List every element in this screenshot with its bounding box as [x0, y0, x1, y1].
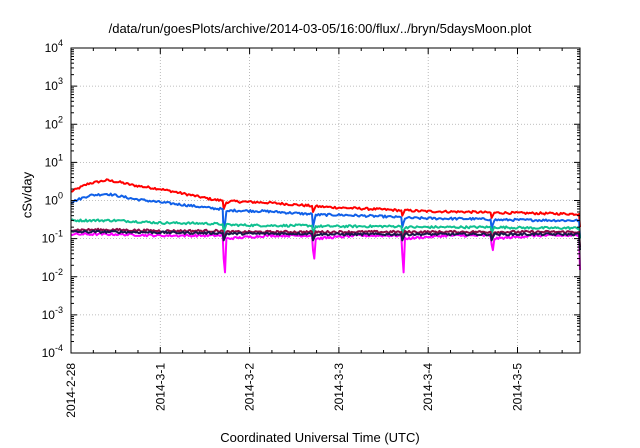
- x-tick-label: 2014-3-1: [153, 363, 167, 411]
- series-line: [70, 218, 581, 239]
- y-axis: 10-4 10-3 10-2 10-1 100 101 102 103 104: [42, 38, 580, 360]
- series-line: [70, 192, 581, 239]
- plot-area: [70, 178, 581, 274]
- y-tick-label: 103: [45, 76, 63, 93]
- x-tick-label: 2014-3-2: [243, 363, 257, 411]
- series-line: [70, 178, 581, 228]
- series-line: [70, 229, 581, 251]
- y-tick-label: 10-4: [42, 343, 63, 360]
- y-tick-label: 100: [45, 191, 63, 208]
- series-line: [70, 232, 581, 274]
- x-tick-label: 2014-3-3: [332, 363, 346, 411]
- y-tick-label: 104: [45, 38, 63, 55]
- y-tick-label: 102: [45, 114, 63, 131]
- y-tick-label: 10-2: [42, 267, 63, 284]
- x-axis: 2014-2-28 2014-3-1 2014-3-2 2014-3-3 2014-3-…: [64, 48, 563, 418]
- x-tick-label: 2014-3-5: [510, 363, 524, 411]
- y-tick-label: 10-1: [42, 229, 63, 246]
- x-axis-label: Coordinated Universal Time (UTC): [220, 430, 420, 445]
- x-tick-label: 2014-2-28: [64, 363, 78, 418]
- x-tick-label: 2014-3-4: [421, 363, 435, 411]
- grid-lines: [71, 48, 580, 353]
- y-tick-label: 10-3: [42, 305, 63, 322]
- y-axis-label: cSv/day: [19, 171, 35, 219]
- y-tick-label: 101: [45, 152, 63, 169]
- chart-title: /data/run/goesPlots/archive/2014-03-05/1…: [108, 21, 532, 36]
